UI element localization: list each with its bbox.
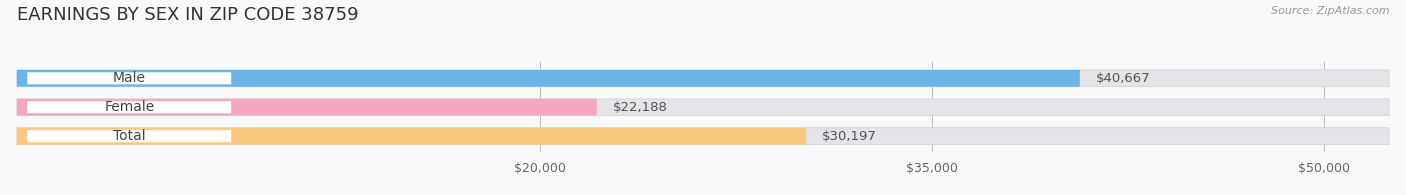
FancyBboxPatch shape [17, 70, 1080, 87]
Text: EARNINGS BY SEX IN ZIP CODE 38759: EARNINGS BY SEX IN ZIP CODE 38759 [17, 6, 359, 24]
FancyBboxPatch shape [17, 70, 1389, 87]
Text: Male: Male [112, 71, 146, 85]
Text: Total: Total [112, 129, 146, 143]
Text: $22,188: $22,188 [613, 101, 668, 114]
FancyBboxPatch shape [17, 99, 1389, 116]
FancyBboxPatch shape [17, 128, 1389, 144]
FancyBboxPatch shape [27, 72, 231, 84]
Text: $30,197: $30,197 [823, 130, 877, 143]
FancyBboxPatch shape [17, 128, 806, 144]
Text: Source: ZipAtlas.com: Source: ZipAtlas.com [1271, 6, 1389, 16]
Text: $40,667: $40,667 [1095, 72, 1150, 85]
FancyBboxPatch shape [27, 130, 231, 142]
Text: Female: Female [104, 100, 155, 114]
FancyBboxPatch shape [27, 101, 231, 113]
FancyBboxPatch shape [17, 99, 596, 116]
